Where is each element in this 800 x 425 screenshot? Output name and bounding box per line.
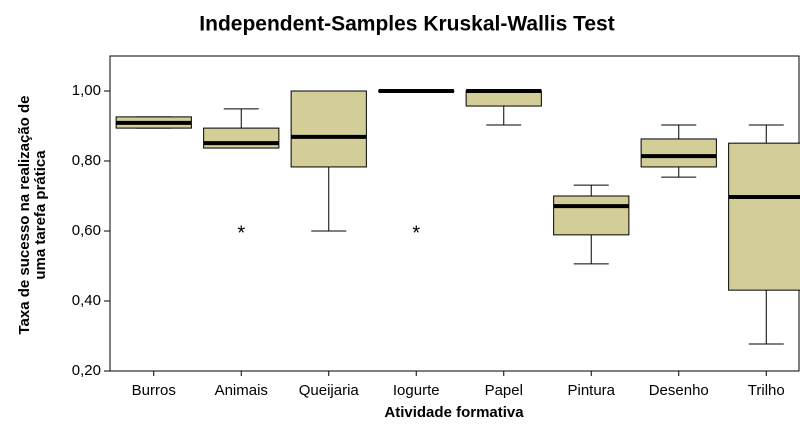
x-tick-label: Desenho [649, 382, 709, 399]
x-tick-label: Papel [485, 382, 523, 399]
y-tick-label: 0,60 [72, 222, 101, 239]
chart-title: Independent-Samples Kruskal-Wallis Test [199, 13, 614, 36]
y-tick-label: 1,00 [72, 82, 101, 99]
x-tick-label: Trilho [748, 382, 785, 399]
x-tick-label: Queijaria [299, 382, 360, 399]
box [640, 138, 717, 168]
box [465, 90, 542, 107]
box [553, 195, 630, 236]
outlier: * [412, 222, 420, 244]
outlier: * [237, 222, 245, 244]
x-tick-label: Pintura [567, 382, 615, 399]
box [728, 142, 800, 291]
x-tick-label: Animais [215, 382, 268, 399]
y-axis-label: Taxa de sucesso na realização de uma tar… [16, 95, 49, 334]
plot-area [109, 55, 800, 372]
y-tick-label: 0,80 [72, 152, 101, 169]
y-axis-label-line: uma tarefa prática [32, 150, 49, 280]
x-tick-label: Iogurte [393, 382, 440, 399]
y-tick-label: 0,20 [72, 362, 101, 379]
box [290, 90, 367, 168]
y-tick-label: 0,40 [72, 292, 101, 309]
x-axis-label: Atividade formativa [384, 404, 524, 421]
y-axis-label-line: Taxa de sucesso na realização de [16, 95, 33, 334]
x-tick-label: Burros [132, 382, 176, 399]
